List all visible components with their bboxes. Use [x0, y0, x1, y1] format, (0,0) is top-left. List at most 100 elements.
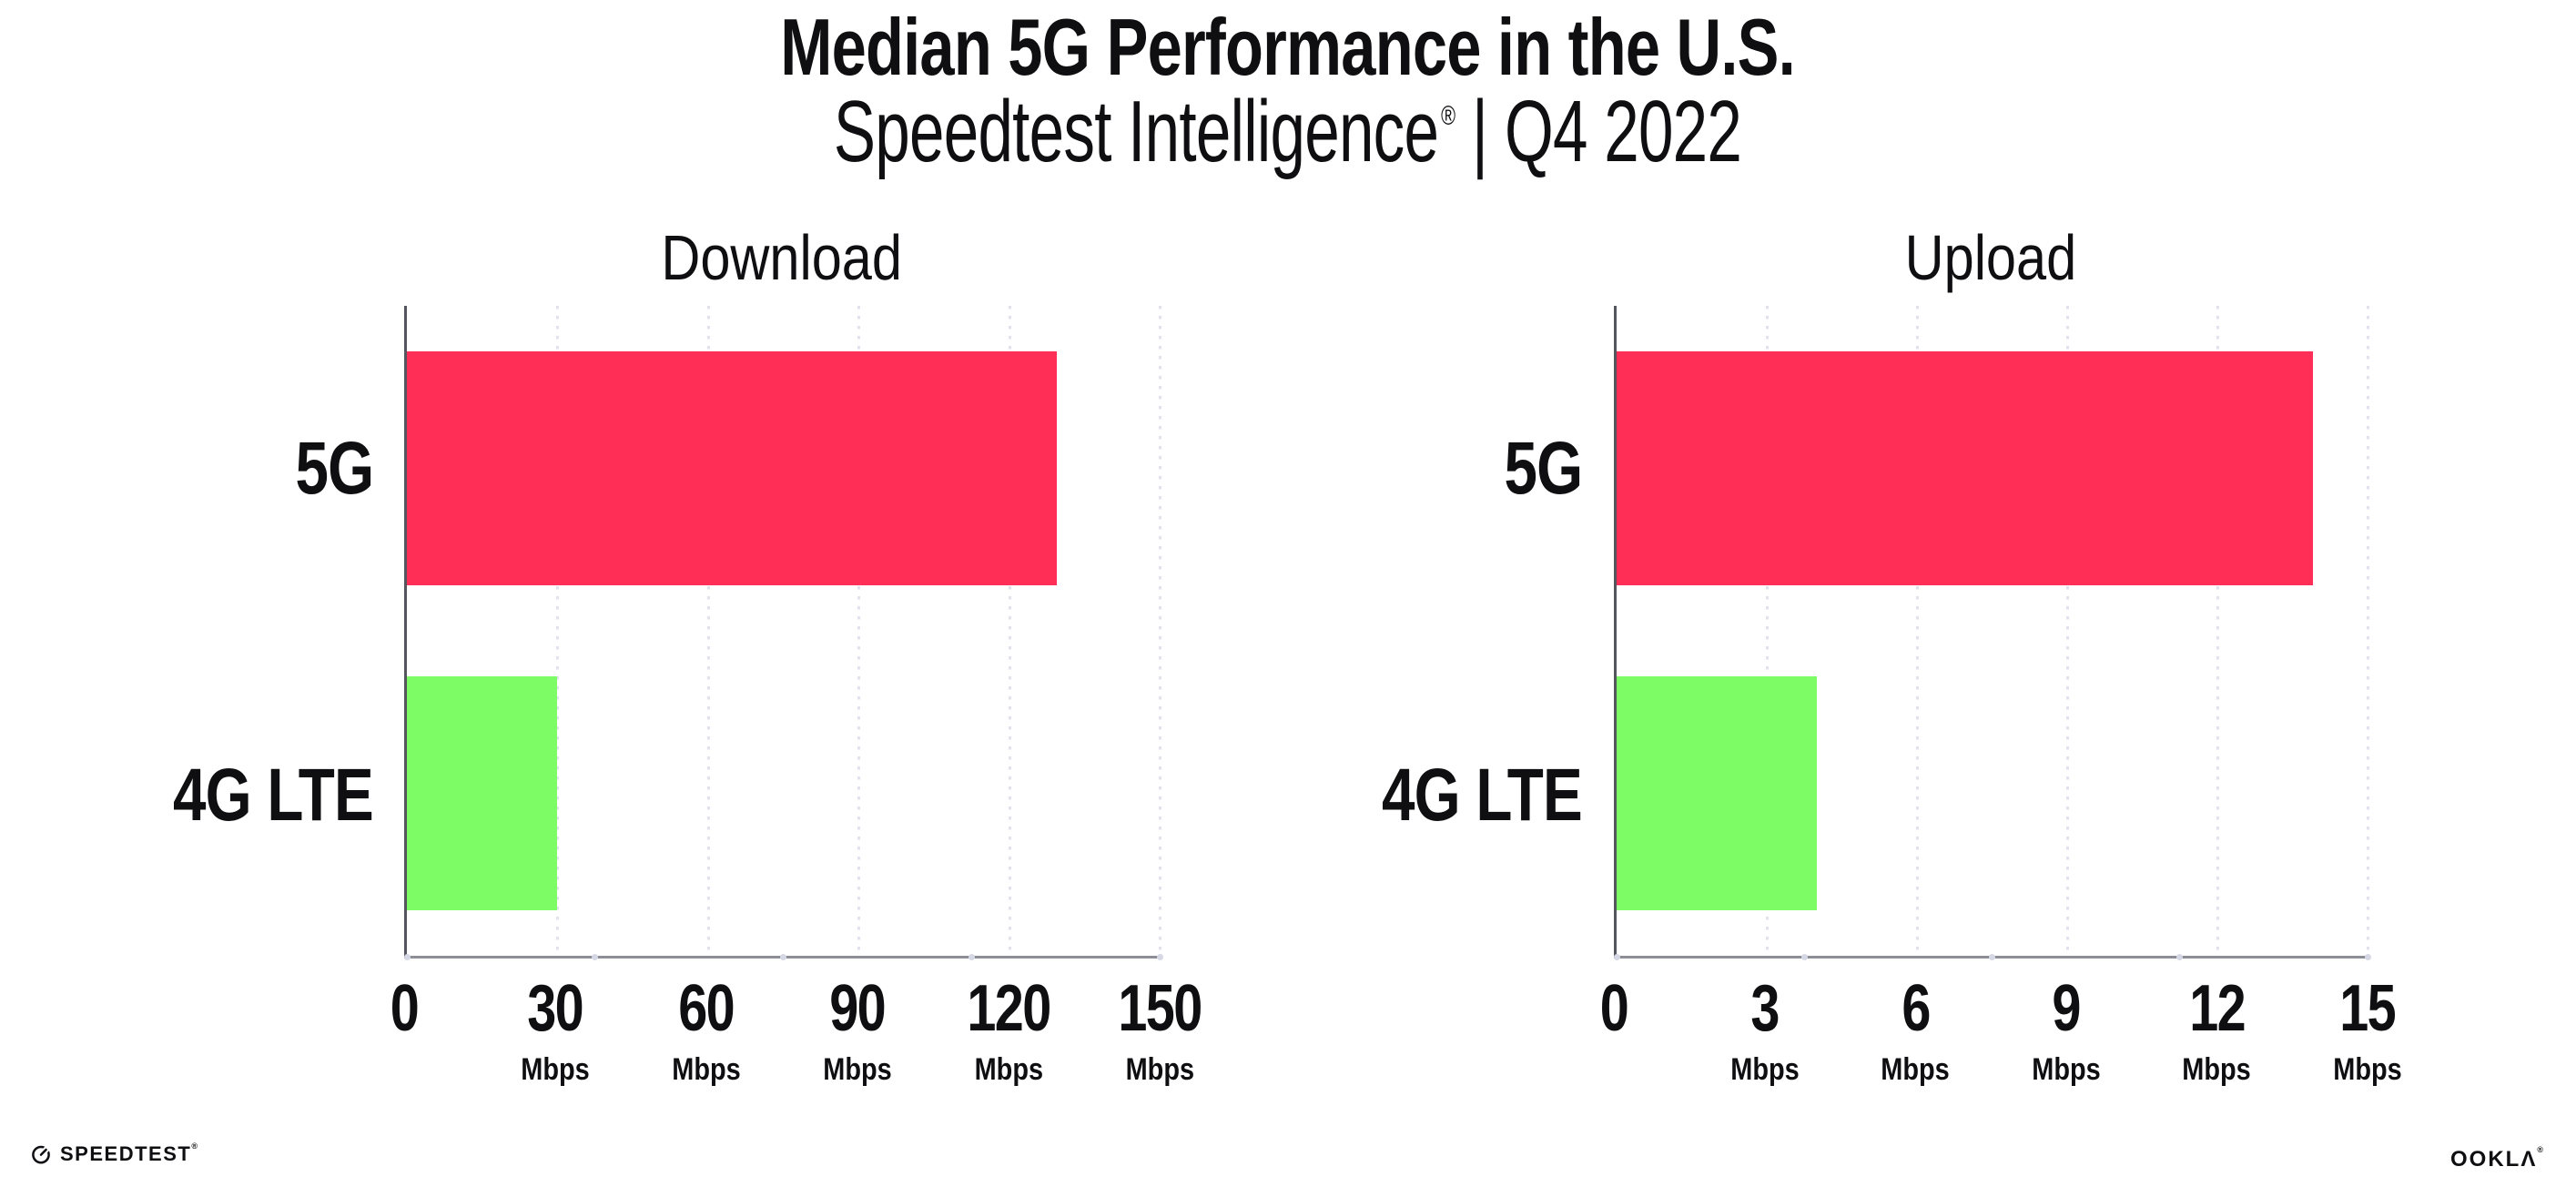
tick-number-text: 30: [527, 972, 584, 1045]
category-label-text: 4G LTE: [173, 753, 374, 837]
tick-unit-text: Mbps: [521, 1052, 590, 1087]
bar-5g: [1617, 350, 2313, 585]
tick-number: 90: [817, 976, 898, 1041]
x-axis-tick: 3 Mbps: [1724, 976, 1805, 1085]
category-label-text: 4G LTE: [1382, 753, 1583, 837]
speedtest-trademark-mark: ®: [191, 1141, 199, 1151]
tick-unit-text: Mbps: [672, 1052, 741, 1087]
page-title: Median 5G Performance in the U.S.: [0, 7, 2576, 87]
gridline: [706, 306, 710, 956]
gridline: [2066, 306, 2069, 956]
subtitle-brand: Speedtest Intelligence: [834, 83, 1439, 180]
tick-unit-text: Mbps: [974, 1052, 1043, 1087]
x-axis-tick: 15 Mbps: [2328, 976, 2409, 1085]
x-axis-tick: 90 Mbps: [817, 976, 898, 1085]
tick-number-text: 12: [2188, 972, 2246, 1045]
axis-quarter-dot: [1156, 954, 1163, 960]
tick-number: 120: [957, 976, 1060, 1041]
tick-unit-text: Mbps: [1125, 1052, 1194, 1087]
download-x-axis-ticks: 0 30 Mbps 60 Mbps 90 Mbps 120 Mbps 150 Mbps: [390, 976, 1202, 1149]
tick-number-text: 0: [1599, 972, 1629, 1045]
gridline: [2367, 306, 2369, 956]
axis-quarter-dot: [2364, 954, 2371, 960]
upload-x-axis-ticks: 0 3 Mbps 6 Mbps 9 Mbps 12 Mbps 15 Mbps: [1600, 976, 2402, 1149]
x-axis-tick: 9 Mbps: [2025, 976, 2106, 1085]
tick-unit-label: Mbps: [1108, 1054, 1212, 1085]
tick-unit-text: Mbps: [2032, 1052, 2101, 1087]
category-label-4g-lte: 4G LTE: [1209, 753, 1583, 837]
tick-unit-label: Mbps: [957, 1054, 1060, 1085]
registered-trademark-mark: ®: [1441, 101, 1456, 131]
category-label-5g: 5G: [0, 431, 374, 506]
tick-number: 30: [515, 976, 596, 1041]
gridline: [1159, 306, 1161, 956]
tick-unit-text: Mbps: [1729, 1052, 1800, 1087]
axis-quarter-dot: [1800, 954, 1808, 960]
tick-number-text: 150: [1118, 972, 1202, 1045]
tick-number-text: 90: [829, 972, 887, 1045]
tick-number-text: 60: [678, 972, 735, 1045]
category-label-4g-lte: 4G LTE: [0, 753, 374, 837]
tick-number-text: 15: [2339, 972, 2397, 1045]
page-title-text: Median 5G Performance in the U.S.: [780, 2, 1797, 92]
tick-number-text: 0: [390, 972, 420, 1045]
tick-unit-label: Mbps: [515, 1054, 596, 1085]
tick-unit-label: Mbps: [1724, 1054, 1805, 1085]
speedtest-gauge-icon: [32, 1143, 52, 1164]
bar-4g-lte: [407, 675, 557, 910]
tick-number: 60: [666, 976, 747, 1041]
tick-number: 3: [1724, 976, 1805, 1041]
download-chart-title: Download: [661, 222, 903, 293]
upload-category-labels: 5G 4G LTE: [1209, 306, 1583, 959]
speedtest-logo: SPEEDTEST®: [30, 1141, 199, 1165]
download-category-labels: 5G 4G LTE: [0, 306, 374, 959]
tick-number-text: 9: [2052, 972, 2082, 1045]
tick-number-text: 6: [1901, 972, 1931, 1045]
subtitle-period: Q4 2022: [1505, 83, 1742, 180]
tick-unit-text: Mbps: [1881, 1052, 1950, 1087]
bar-4g-lte: [1617, 675, 1817, 910]
ookla-trademark-mark: ®: [2537, 1145, 2545, 1154]
subtitle-separator: |: [1472, 83, 1489, 180]
speedtest-wordmark: SPEEDTEST®: [60, 1141, 199, 1165]
gridline: [1766, 306, 1769, 956]
axis-quarter-dot: [780, 954, 786, 960]
x-axis-tick: 30 Mbps: [515, 976, 596, 1085]
tick-number-text: 3: [1750, 972, 1780, 1045]
tick-unit-label: Mbps: [1875, 1054, 1956, 1085]
tick-number: 15: [2328, 976, 2409, 1041]
tick-unit-text: Mbps: [2182, 1052, 2252, 1087]
axis-quarter-dot: [1989, 954, 1995, 960]
tick-unit-label: Mbps: [2328, 1054, 2409, 1085]
axis-quarter-dot: [592, 954, 599, 960]
axis-quarter-dot: [1613, 954, 1620, 960]
x-axis-tick: 6 Mbps: [1875, 976, 1956, 1085]
x-axis-tick: 12 Mbps: [2176, 976, 2257, 1085]
tick-number: 0: [387, 976, 421, 1041]
page-subtitle-text: Speedtest Intelligence® | Q4 2022: [834, 88, 1742, 176]
bar-5g: [407, 350, 1057, 585]
axis-quarter-dot: [968, 954, 975, 960]
tick-unit-text: Mbps: [823, 1052, 892, 1087]
x-axis-tick: 0: [1597, 976, 1631, 1041]
gridline: [1916, 306, 1919, 956]
gridline: [2216, 306, 2219, 956]
category-label-text: 5G: [1504, 427, 1583, 511]
tick-unit-label: Mbps: [2176, 1054, 2257, 1085]
x-axis-tick: 120 Mbps: [957, 976, 1060, 1085]
tick-number: 6: [1875, 976, 1956, 1041]
gridline: [1008, 306, 1011, 956]
x-axis-tick: 60 Mbps: [666, 976, 747, 1085]
upload-plot-area: [1613, 306, 2371, 960]
gridline: [857, 306, 861, 956]
tick-number: 9: [2025, 976, 2106, 1041]
tick-unit-label: Mbps: [2025, 1054, 2106, 1085]
tick-number: 0: [1597, 976, 1631, 1041]
tick-unit-text: Mbps: [2333, 1052, 2402, 1087]
gridline: [556, 306, 560, 956]
page-subtitle: Speedtest Intelligence® | Q4 2022: [0, 88, 2576, 176]
category-label-5g: 5G: [1209, 427, 1583, 511]
x-axis-tick: 150 Mbps: [1108, 976, 1212, 1085]
axis-quarter-dot: [2176, 954, 2184, 960]
